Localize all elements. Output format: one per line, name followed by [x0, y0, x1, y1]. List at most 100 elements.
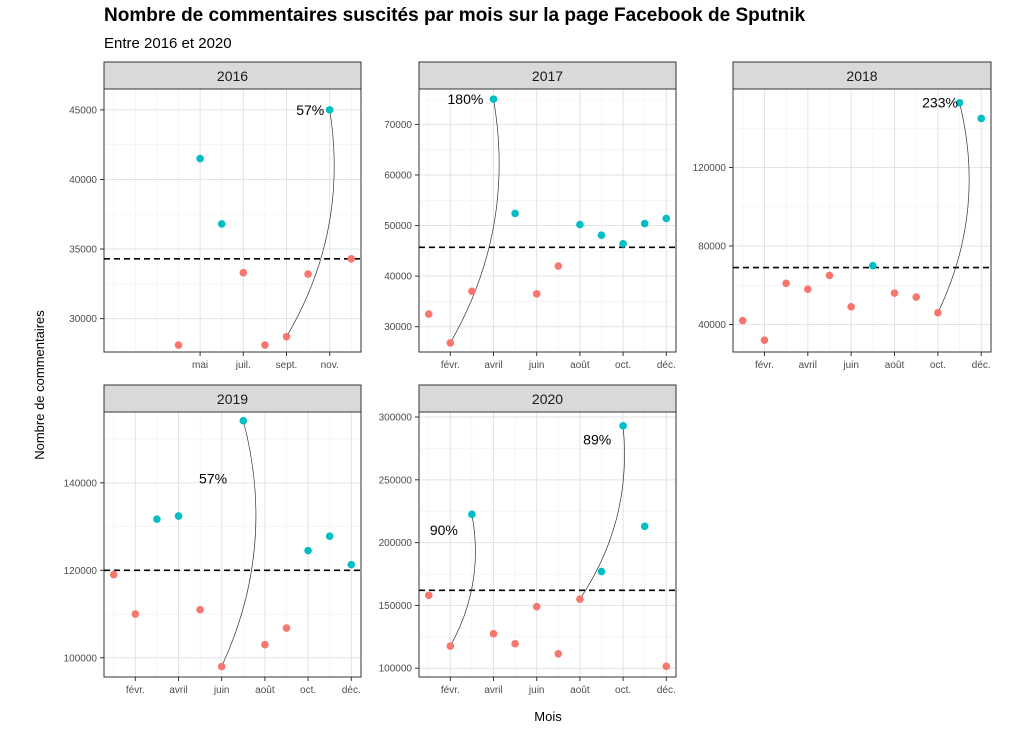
data-point: [825, 271, 834, 280]
data-point: [347, 254, 356, 263]
data-point: [131, 610, 140, 618]
panel-background: [733, 89, 991, 352]
y-tick-label: 50000: [384, 221, 412, 232]
y-tick-label: 70000: [384, 120, 412, 131]
x-tick-label: juin: [528, 685, 545, 696]
panel-border: [103, 411, 362, 678]
panel-border: [103, 88, 362, 353]
data-point: [738, 316, 747, 325]
data-point: [782, 279, 790, 288]
data-point: [511, 209, 519, 218]
y-tick-label: 250000: [379, 475, 413, 486]
x-tick-label: déc.: [657, 685, 676, 696]
data-point: [261, 640, 269, 649]
panel-border: [418, 88, 677, 353]
data-point: [640, 219, 649, 228]
data-point: [554, 649, 563, 658]
annotation-label: 57%: [296, 102, 324, 118]
strip-label-2016: 2016: [217, 68, 248, 84]
data-point: [532, 290, 541, 298]
panel-2017: 2017 févr. avril juin août oct. déc. 30000 40000…: [384, 61, 677, 371]
panel-border: [418, 411, 677, 678]
y-tick-label: 40000: [69, 175, 97, 186]
data-point: [576, 220, 584, 229]
x-tick-label: août: [570, 685, 590, 696]
data-point: [174, 341, 183, 349]
panel-border: [732, 88, 992, 353]
x-tick-label: oct.: [300, 685, 316, 696]
data-point: [325, 532, 334, 540]
x-tick-label: déc.: [342, 685, 361, 696]
x-tick-label: mai: [192, 360, 208, 371]
data-point: [304, 270, 312, 278]
strip-2016: [103, 61, 362, 90]
panel-2019: 2019 févr. avril juin août oct. déc. 100000 1200…: [64, 384, 362, 696]
data-point: [554, 262, 563, 270]
x-tick-label: août: [570, 360, 590, 371]
annotation-curve: [937, 102, 970, 313]
strip-2019: [103, 384, 362, 413]
data-point: [261, 341, 269, 349]
data-point: [576, 595, 584, 603]
y-tick-label: 30000: [384, 322, 412, 333]
annotation-curve: [450, 99, 500, 344]
data-point: [489, 629, 498, 638]
data-point: [662, 662, 671, 671]
y-tick-label: 40000: [698, 320, 726, 331]
x-tick-label: août: [255, 685, 275, 696]
panel-background: [419, 412, 676, 677]
data-point: [489, 95, 498, 103]
data-point: [282, 332, 291, 341]
annotation-curve: [450, 514, 476, 647]
y-tick-label: 60000: [384, 170, 412, 181]
y-tick-label: 140000: [64, 478, 98, 489]
y-tick-label: 100000: [64, 653, 98, 664]
data-point: [847, 303, 855, 311]
annotation-curve: [286, 109, 335, 337]
data-point: [347, 560, 356, 569]
x-tick-label: avril: [484, 685, 502, 696]
x-tick-label: avril: [799, 360, 817, 371]
panel-background: [104, 89, 361, 352]
data-point: [325, 106, 334, 114]
data-point: [196, 605, 204, 614]
annotation-label: 90%: [430, 522, 458, 538]
data-point: [619, 239, 627, 248]
data-point: [890, 289, 899, 297]
y-tick-label: 150000: [379, 601, 413, 612]
strip-2018: [732, 61, 992, 90]
y-tick-label: 300000: [379, 413, 413, 424]
data-point: [511, 639, 519, 648]
x-tick-label: févr.: [755, 360, 774, 371]
data-point: [468, 510, 476, 519]
x-tick-label: sept.: [276, 360, 298, 371]
x-tick-label: févr.: [441, 685, 460, 696]
data-point: [217, 662, 226, 671]
panel-2020: 2020 févr. avril juin août oct. déc. 100000 1500…: [379, 384, 677, 696]
x-tick-label: juin: [528, 360, 545, 371]
data-point: [532, 602, 541, 611]
annotation-label: 89%: [583, 432, 611, 448]
data-point: [217, 220, 226, 228]
data-point: [424, 591, 433, 600]
data-point: [869, 261, 877, 270]
data-point: [282, 624, 291, 632]
y-tick-label: 120000: [64, 566, 98, 577]
data-point: [239, 268, 248, 277]
x-tick-label: juin: [213, 685, 230, 696]
strip-label-2017: 2017: [532, 68, 563, 84]
data-point: [446, 339, 455, 347]
x-tick-label: juil.: [235, 360, 251, 371]
data-point: [597, 567, 606, 576]
data-point: [912, 293, 921, 301]
panel-2018: 2018 févr. avril juin août oct. déc. 40000 80000…: [693, 61, 992, 371]
data-point: [468, 287, 476, 296]
y-tick-label: 35000: [69, 245, 97, 256]
panel-2016: 2016 mai juil. sept. nov. 30000 35000 40000 4500…: [69, 61, 362, 371]
data-point: [662, 214, 671, 223]
strip-label-2020: 2020: [532, 391, 563, 407]
y-tick-label: 100000: [379, 664, 413, 675]
annotation-curve: [579, 425, 625, 600]
y-tick-label: 45000: [69, 105, 97, 116]
